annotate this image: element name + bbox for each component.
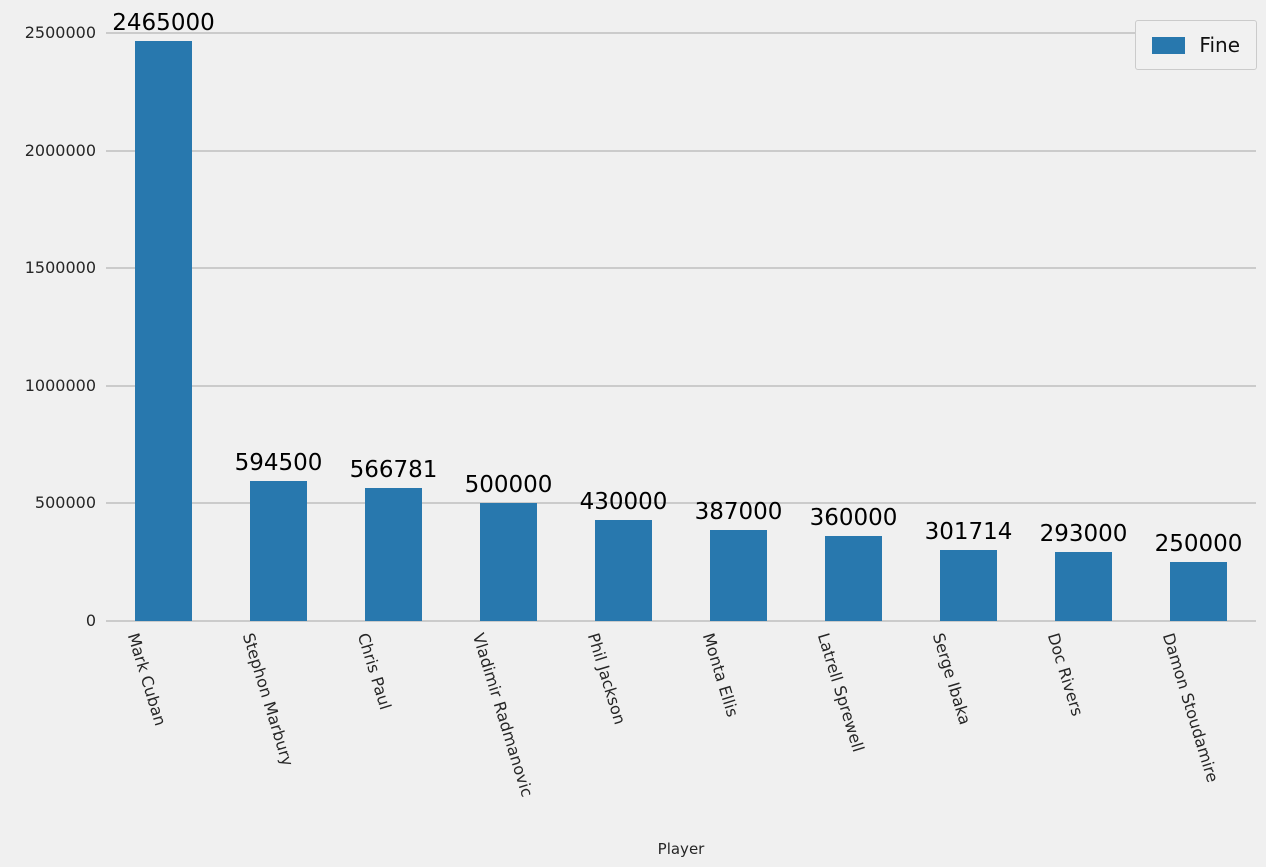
y-tick-label: 1000000 <box>24 375 96 395</box>
x-tick-label: Vladimir Radmanovic <box>468 630 537 800</box>
y-gridline <box>106 32 1256 34</box>
y-tick-label: 2500000 <box>24 23 96 42</box>
y-tick-label: 1500000 <box>24 258 96 278</box>
bar <box>1055 552 1112 621</box>
plot-area <box>106 32 1256 622</box>
y-gridline <box>106 620 1256 622</box>
bar <box>480 503 537 621</box>
x-tick-label: Chris Paul <box>353 630 395 712</box>
x-tick-label: Doc Rivers <box>1043 630 1087 719</box>
bar-value-label: 250000 <box>1154 531 1243 558</box>
bar-value-label: 360000 <box>809 505 898 532</box>
y-tick-label: 500000 <box>34 493 96 513</box>
x-tick-label: Mark Cuban <box>123 630 170 729</box>
y-gridline <box>106 502 1256 505</box>
x-tick-label: Monta Ellis <box>698 630 742 720</box>
legend-label-fine: Fine <box>1199 33 1240 57</box>
legend-swatch-fine <box>1152 36 1186 54</box>
y-gridline <box>106 267 1256 270</box>
x-axis-title: Player <box>657 840 705 858</box>
bar <box>825 536 882 621</box>
bar <box>595 519 652 621</box>
bar-value-label: 594500 <box>234 450 323 477</box>
bar-value-label: 387000 <box>694 498 783 525</box>
x-tick-label: Serge Ibaka <box>928 630 975 727</box>
x-tick-label: Damon Stoudamire <box>1158 630 1222 785</box>
bar-value-label: 301714 <box>924 519 1013 546</box>
bar-value-label: 500000 <box>464 472 553 499</box>
x-tick-label: Latrell Sprewell <box>813 630 868 755</box>
bar <box>250 481 307 621</box>
bar <box>365 487 422 621</box>
bar <box>135 41 192 621</box>
x-tick-label: Phil Jackson <box>583 630 630 727</box>
bar-value-label: 430000 <box>579 488 668 515</box>
y-tick-label: 0 <box>85 611 96 630</box>
y-tick-label: 2000000 <box>24 140 96 160</box>
y-gridline <box>106 384 1256 387</box>
bar-value-label: 293000 <box>1039 521 1128 548</box>
legend: Fine <box>1135 20 1257 70</box>
x-tick-label: Stephon Marbury <box>238 630 297 769</box>
bar-value-label: 566781 <box>349 456 438 483</box>
bar <box>710 529 767 621</box>
bar-value-label: 2465000 <box>112 10 215 37</box>
bar <box>940 550 997 621</box>
bar <box>1170 562 1227 621</box>
y-gridline <box>106 149 1256 152</box>
